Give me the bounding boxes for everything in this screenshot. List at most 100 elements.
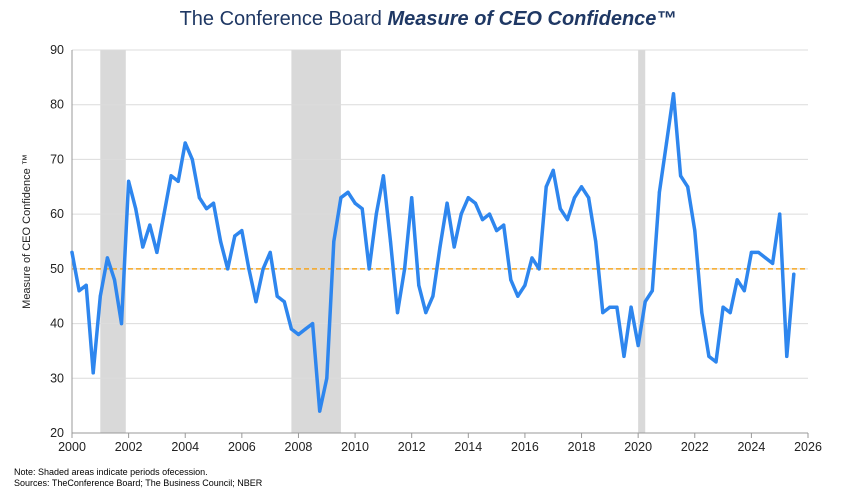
data-point: [395, 311, 400, 315]
data-point: [127, 179, 131, 183]
data-point: [771, 261, 775, 265]
data-point: [643, 300, 647, 304]
data-point: [332, 239, 336, 244]
data-point: [261, 267, 265, 271]
data-point: [311, 321, 315, 326]
y-tick-label: 90: [50, 43, 64, 57]
axes: 20 30 40 50 60 70 80 90 2000 2002 2004 2006 2008 2010…: [50, 43, 822, 454]
data-point: [792, 272, 796, 276]
data-point: [169, 174, 173, 178]
data-point: [721, 305, 725, 309]
data-point: [473, 201, 477, 205]
chart-title: The Conference Board Measure of CEO Conf…: [0, 8, 856, 31]
data-point: [155, 250, 159, 255]
data-point: [502, 223, 506, 227]
data-point: [325, 376, 329, 380]
data-point: [650, 289, 654, 293]
data-point: [749, 250, 753, 255]
data-point: [353, 201, 357, 205]
data-point: [105, 256, 109, 260]
data-point: [686, 185, 690, 189]
data-point: [374, 212, 378, 216]
chart-title-emphasis: Measure of CEO Confidence™: [387, 8, 677, 30]
data-point: [417, 283, 421, 287]
x-tick-label: 2012: [398, 440, 426, 454]
data-point: [70, 250, 74, 255]
data-point: [134, 207, 138, 211]
data-point: [594, 239, 598, 244]
data-point: [367, 267, 371, 271]
data-point: [98, 294, 102, 298]
data-point: [282, 300, 286, 304]
y-tick-label: 50: [50, 262, 64, 276]
data-point: [360, 207, 364, 211]
data-point: [233, 234, 237, 238]
data-point: [268, 250, 272, 255]
data-point: [756, 250, 761, 255]
footnote-sources: Sources: TheConference Board; The Busine…: [14, 478, 263, 488]
data-point: [778, 212, 782, 216]
data-point: [219, 239, 223, 244]
x-tick-label: 2006: [228, 440, 256, 454]
x-tick-label: 2018: [568, 440, 596, 454]
data-point: [141, 245, 145, 249]
data-point: [530, 256, 534, 260]
y-axis-title: Measure of CEO Confidence ™: [21, 154, 33, 309]
data-point: [714, 360, 718, 364]
data-point: [403, 267, 407, 271]
data-point: [572, 196, 577, 200]
series-line: [70, 92, 796, 413]
data-point: [431, 294, 435, 298]
data-point: [381, 174, 385, 178]
data-point: [318, 409, 322, 413]
data-point: [636, 343, 640, 348]
data-point: [226, 267, 230, 271]
recession-band: [100, 50, 126, 433]
footnote: Note: Shaded areas indicate periods ofec…: [14, 467, 262, 489]
data-point: [487, 212, 492, 216]
data-point: [303, 327, 308, 331]
data-point: [679, 174, 683, 178]
data-point: [700, 311, 704, 315]
x-tick-label: 2010: [341, 440, 369, 454]
data-point: [183, 141, 187, 145]
x-tick-label: 2026: [794, 440, 822, 454]
data-point: [119, 321, 124, 326]
footnote-note: Note: Shaded areas indicate periods ofec…: [14, 467, 208, 477]
data-point: [275, 294, 279, 298]
x-tick-label: 2024: [737, 440, 765, 454]
data-point: [91, 371, 95, 375]
data-point: [544, 185, 548, 189]
data-point: [452, 245, 456, 249]
data-point: [459, 212, 463, 216]
data-point: [424, 311, 428, 315]
x-tick-label: 2014: [454, 440, 482, 454]
x-tick-label: 2002: [115, 440, 143, 454]
data-point: [162, 212, 166, 216]
data-point: [240, 228, 244, 233]
data-point: [629, 305, 633, 309]
x-tick-label: 2020: [624, 440, 652, 454]
x-tick-label: 2008: [285, 440, 313, 454]
data-point: [608, 305, 612, 309]
data-point: [763, 256, 768, 260]
data-point: [601, 311, 605, 315]
data-point: [438, 245, 442, 249]
data-point: [735, 278, 739, 282]
data-point: [77, 289, 81, 293]
x-tick-label: 2016: [511, 440, 539, 454]
data-point: [112, 278, 117, 282]
data-point: [254, 300, 258, 304]
y-tick-label: 80: [50, 98, 64, 112]
data-point: [247, 267, 251, 271]
data-point: [707, 354, 711, 358]
data-point: [148, 223, 152, 227]
data-point: [176, 179, 180, 183]
y-axis-title-group: Measure of CEO Confidence ™: [21, 154, 33, 309]
data-point: [523, 283, 527, 287]
data-point: [579, 185, 584, 189]
data-point: [204, 207, 209, 211]
data-point: [693, 228, 697, 233]
data-point: [785, 354, 789, 358]
